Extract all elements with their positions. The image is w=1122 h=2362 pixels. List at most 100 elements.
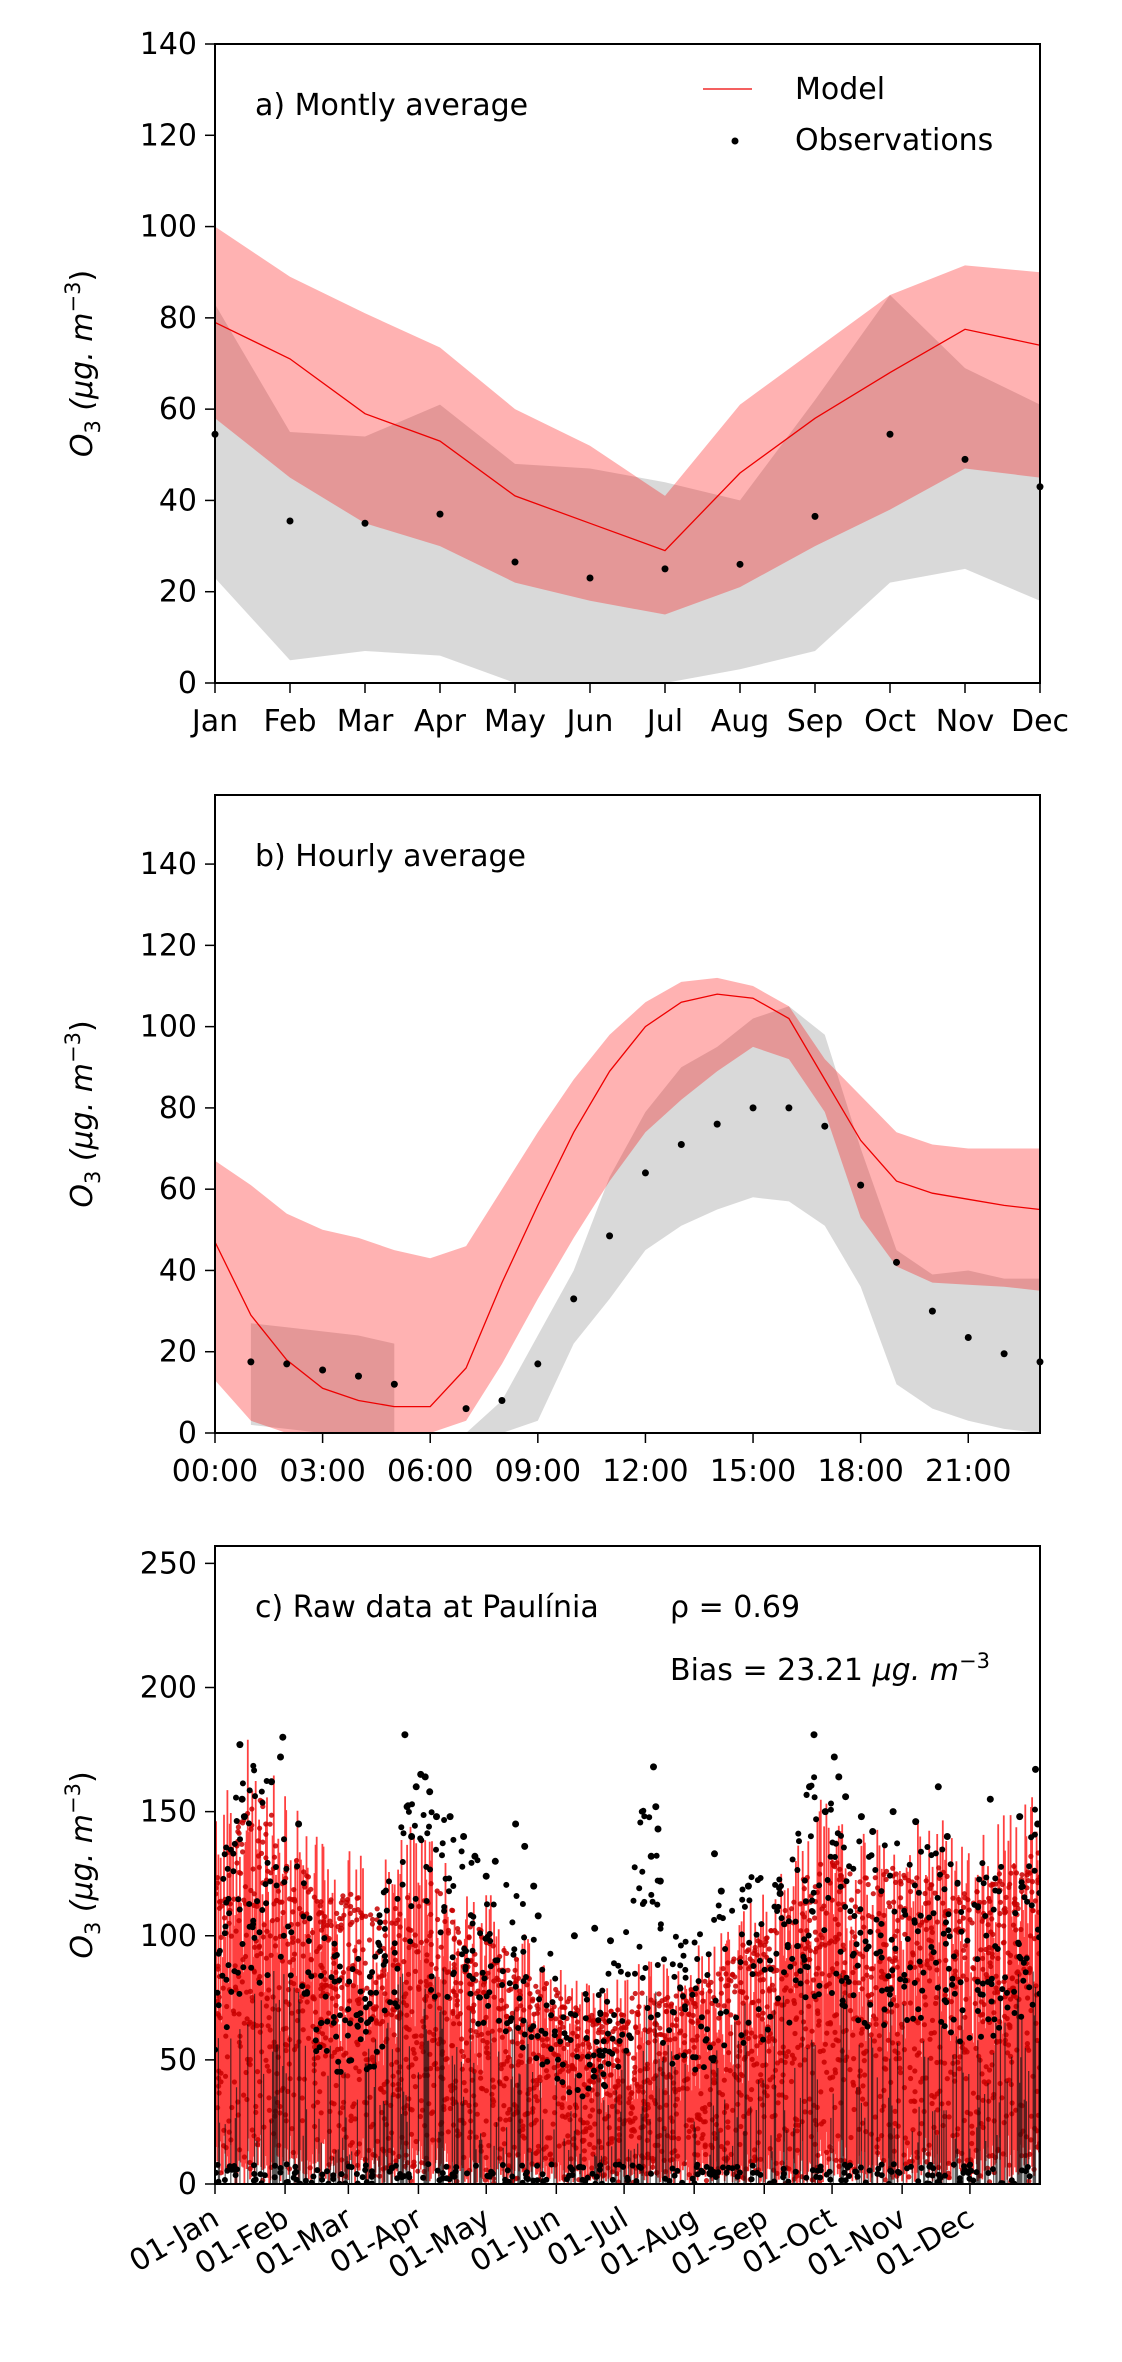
model-point bbox=[733, 1983, 739, 1989]
observation-point bbox=[337, 2012, 343, 2019]
observation-point bbox=[802, 1898, 809, 1905]
model-point bbox=[519, 2059, 525, 2065]
model-point bbox=[332, 1946, 338, 1952]
model-point bbox=[587, 2141, 593, 2147]
observation-point bbox=[574, 2087, 581, 2093]
model-point bbox=[1019, 1888, 1025, 1894]
y-tick-label: 140 bbox=[140, 27, 197, 62]
model-point bbox=[1011, 1863, 1017, 1869]
model-point bbox=[449, 2043, 456, 2049]
model-point bbox=[360, 1947, 366, 1953]
model-point bbox=[901, 2047, 908, 2053]
model-point bbox=[516, 1975, 522, 1981]
observation-point bbox=[582, 2015, 589, 2022]
observation-point bbox=[487, 1963, 494, 1970]
observation-point bbox=[932, 1850, 939, 1857]
observation-point bbox=[504, 2167, 511, 2174]
observation-point bbox=[945, 1911, 952, 1918]
model-point bbox=[558, 1996, 564, 2002]
model-point bbox=[454, 1998, 460, 2004]
model-point bbox=[395, 1917, 401, 1923]
model-point bbox=[758, 2156, 764, 2162]
model-point bbox=[491, 1994, 497, 2000]
observation-point bbox=[1031, 1867, 1038, 1874]
observation-point bbox=[400, 1830, 407, 1837]
model-point bbox=[220, 1985, 226, 1991]
model-point bbox=[775, 2137, 782, 2143]
observation-point bbox=[272, 2162, 278, 2169]
model-point bbox=[978, 1999, 985, 2005]
observation-point bbox=[792, 1918, 799, 1925]
observation-point bbox=[619, 2031, 626, 2038]
observation-point bbox=[443, 2163, 450, 2170]
observation-point bbox=[215, 2178, 222, 2184]
observation-point bbox=[626, 2032, 633, 2039]
model-point bbox=[822, 2041, 829, 2047]
model-point bbox=[409, 2107, 415, 2113]
observation-point bbox=[740, 2039, 747, 2046]
model-point bbox=[300, 2008, 306, 2014]
observation-point bbox=[991, 2016, 998, 2023]
model-point bbox=[996, 1922, 1002, 1928]
observation-point bbox=[590, 2067, 597, 2074]
model-point bbox=[216, 2012, 222, 2018]
observation-point bbox=[1000, 1350, 1008, 1358]
model-point bbox=[224, 2003, 230, 2010]
model-point bbox=[980, 2011, 986, 2017]
model-point bbox=[934, 1919, 941, 1925]
observation-point bbox=[251, 1934, 258, 1941]
observation-point bbox=[1002, 1974, 1009, 1981]
model-point bbox=[503, 2117, 509, 2123]
model-point bbox=[241, 1897, 247, 1903]
observation-point bbox=[911, 1979, 918, 1986]
observation-point bbox=[778, 1915, 785, 1922]
observation-point bbox=[884, 1986, 891, 1993]
model-point bbox=[234, 1860, 240, 1866]
observation-point bbox=[283, 2179, 290, 2184]
model-point bbox=[685, 2076, 691, 2082]
model-point bbox=[806, 2003, 812, 2009]
observation-point bbox=[888, 1936, 895, 1943]
model-point bbox=[541, 1986, 548, 1992]
observation-point bbox=[498, 1396, 506, 1404]
model-point bbox=[382, 1991, 388, 1997]
observation-peak-point bbox=[530, 1882, 538, 1890]
model-point bbox=[271, 1901, 277, 1907]
model-point bbox=[674, 2096, 680, 2102]
observation-point bbox=[942, 1940, 949, 1947]
model-point bbox=[890, 1997, 897, 2003]
model-point bbox=[291, 1887, 297, 1893]
observation-point bbox=[857, 1929, 864, 1936]
observation-peak-point bbox=[821, 1808, 829, 1816]
observation-point bbox=[757, 2171, 764, 2178]
observation-point bbox=[248, 1964, 255, 1971]
model-point bbox=[969, 2130, 976, 2136]
model-point bbox=[533, 2094, 539, 2100]
model-point bbox=[946, 2160, 952, 2166]
observation-point bbox=[811, 512, 819, 520]
model-point bbox=[352, 2116, 358, 2122]
model-point bbox=[560, 2024, 566, 2030]
observation-point bbox=[773, 1950, 780, 1957]
x-tick-label: Jun bbox=[565, 704, 614, 739]
panel-a-ylabel: O3 (μg. m−3) bbox=[61, 270, 105, 457]
model-point bbox=[364, 1985, 370, 1991]
observation-point bbox=[273, 1864, 279, 1870]
model-point bbox=[917, 1922, 923, 1928]
model-point bbox=[338, 2006, 344, 2012]
model-point bbox=[926, 1978, 933, 1984]
observation-point bbox=[961, 2163, 967, 2170]
model-point bbox=[1006, 2162, 1012, 2168]
model-point bbox=[895, 2098, 902, 2104]
observation-point bbox=[557, 2038, 564, 2045]
model-point bbox=[403, 2034, 409, 2040]
observation-point bbox=[873, 1916, 880, 1923]
model-point bbox=[500, 2126, 506, 2132]
observation-point bbox=[649, 1898, 656, 1905]
model-point bbox=[251, 1969, 257, 1975]
observation-point bbox=[845, 1978, 852, 1985]
observation-point bbox=[304, 1990, 310, 1997]
observation-point bbox=[796, 1838, 802, 1845]
observation-point bbox=[288, 1929, 295, 1936]
observation-point bbox=[757, 1875, 764, 1881]
